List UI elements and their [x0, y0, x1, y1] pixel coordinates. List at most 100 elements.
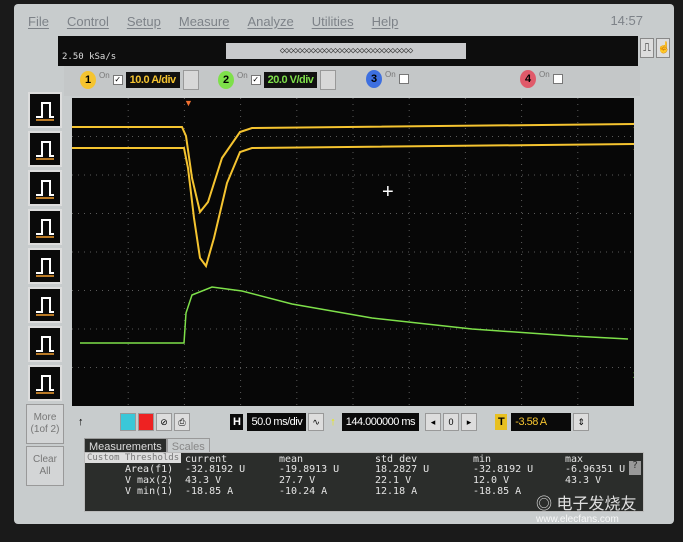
trigger-level[interactable]: -3.58 A	[511, 413, 572, 431]
horizontal-label: H	[230, 414, 244, 430]
channel-3: 3 On	[366, 70, 409, 88]
channel-1-scale[interactable]: 10.0 A/div	[125, 72, 180, 88]
tab-bar: Measurements Scales	[84, 438, 210, 455]
measurement-value: -6.96351 U	[565, 464, 626, 475]
positive-width-icon[interactable]	[28, 170, 62, 206]
custom-thresholds-button[interactable]: Custom Thresholds	[85, 453, 182, 463]
graticule	[72, 98, 634, 406]
negative-width-icon[interactable]	[28, 209, 62, 245]
column-header: std dev	[375, 454, 418, 465]
period-icon[interactable]	[28, 248, 62, 284]
menu-setup[interactable]: Setup	[126, 13, 161, 29]
on-label: On	[99, 70, 110, 80]
measurement-value: -18.85 A	[473, 486, 522, 497]
vmax-icon[interactable]	[28, 365, 62, 401]
trigger-marker[interactable]: ▼	[184, 98, 193, 108]
run-button[interactable]	[120, 413, 136, 431]
measurement-value: -32.8192 U	[473, 464, 534, 475]
vpp-icon[interactable]	[28, 326, 62, 362]
channel-1-marker: 1	[633, 142, 634, 152]
memory-bar[interactable]: ◇◇◇◇◇◇◇◇◇◇◇◇◇◇◇◇◇◇◇◇◇◇◇◇◇◇◇◇◇◇	[226, 43, 466, 59]
waveform-display[interactable]: ▼ + 1 1 2	[72, 98, 638, 406]
column-header: min	[473, 454, 492, 465]
run-mode-icon[interactable]: ⎍	[640, 38, 654, 58]
column-header: max	[565, 454, 584, 465]
measurement-name: V min(1)	[125, 486, 174, 497]
help-button[interactable]: ?	[629, 461, 641, 475]
channel-4-button[interactable]: 4	[520, 70, 536, 88]
trigger-label: T	[495, 414, 508, 430]
measurement-value: 22.1 V	[375, 475, 412, 486]
channel-2-checkbox[interactable]: ✓	[250, 75, 261, 85]
measurement-value: 43.3 V	[565, 475, 602, 486]
frequency-icon[interactable]	[28, 287, 62, 323]
position-right-button[interactable]: ▸	[461, 413, 478, 431]
channel-1-checkbox[interactable]: ✓	[112, 75, 123, 85]
autoscale-icon[interactable]: ⊘	[156, 413, 172, 431]
watermark-logo: ◎ 电子发烧友 www.elecfans.com	[536, 496, 637, 525]
channel-1: 1 On ✓ 10.0 A/div	[80, 70, 199, 90]
position-reference[interactable]: 0	[443, 413, 460, 431]
measurement-toolbar: More (1of 2) Clear All	[24, 92, 64, 492]
menu-control[interactable]: Control	[66, 13, 109, 29]
measurement-value: -18.85 A	[185, 486, 234, 497]
measurement-value: -32.8192 U	[185, 464, 246, 475]
channel-2-scale[interactable]: 20.0 V/div	[263, 72, 318, 88]
on-label: On	[237, 70, 248, 80]
horizontal-spinner[interactable]: ∿	[308, 413, 325, 431]
column-header: mean	[279, 454, 304, 465]
rise-time-icon[interactable]	[28, 92, 62, 128]
tab-measurements[interactable]: Measurements	[84, 438, 167, 455]
measurement-value: 12.0 V	[473, 475, 510, 486]
crosshair-cursor: +	[382, 181, 394, 203]
measurement-value: 12.18 A	[375, 486, 418, 497]
control-bar: ↑ ⊘ ⎙ H 50.0 ms/div ∿ ↑ 144.000000 ms ◂ …	[78, 408, 638, 436]
channel-2-spinner[interactable]	[320, 70, 337, 90]
position-left-button[interactable]: ◂	[425, 413, 442, 431]
channel-1-spinner[interactable]	[182, 70, 199, 90]
channel-4: 4 On	[520, 70, 563, 88]
clear-all-button[interactable]: Clear All	[26, 446, 64, 486]
channel-3-checkbox[interactable]	[398, 74, 409, 84]
menu-analyze[interactable]: Analyze	[247, 13, 294, 29]
measurements-panel: Custom Thresholds ? current mean std dev mi…	[84, 452, 644, 512]
touch-icon[interactable]: ☝	[656, 38, 671, 58]
sample-rate: 2.50 kSa/s	[62, 52, 117, 62]
clock: 14:57	[610, 13, 643, 28]
stop-button[interactable]	[138, 413, 154, 431]
column-header: current	[185, 454, 228, 465]
channel-2-button[interactable]: 2	[218, 71, 234, 89]
print-icon[interactable]: ⎙	[174, 413, 190, 431]
measurement-value: 18.2827 U	[375, 464, 430, 475]
measurement-value: -10.24 A	[279, 486, 328, 497]
channel-1-button[interactable]: 1	[80, 71, 96, 89]
channel-4-checkbox[interactable]	[552, 74, 563, 84]
horizontal-scale[interactable]: 50.0 ms/div	[247, 413, 307, 431]
on-label: On	[539, 69, 550, 79]
measurement-value: -19.8913 U	[279, 464, 340, 475]
waveform-svg: ▼ + 1 1 2	[72, 98, 638, 406]
fall-time-icon[interactable]	[28, 131, 62, 167]
menu-bar: File Control Setup Measure Analyze Utili…	[20, 8, 665, 34]
measurement-name: Area(f1)	[125, 464, 174, 475]
channel-2: 2 On ✓ 20.0 V/div	[218, 70, 337, 90]
menu-help[interactable]: Help	[371, 13, 399, 29]
tab-scales[interactable]: Scales	[166, 438, 210, 455]
menu-measure[interactable]: Measure	[178, 13, 230, 29]
scroll-arrow-icon[interactable]: ↑	[78, 416, 84, 428]
channel-2-marker: 2	[633, 370, 634, 380]
channel-2-trace	[80, 286, 629, 344]
trigger-spinner[interactable]: ⇕	[573, 413, 590, 431]
channel-1-trace-b	[72, 143, 635, 269]
measurement-value: 27.7 V	[279, 475, 316, 486]
on-label: On	[385, 69, 396, 79]
measurement-name: V max(2)	[125, 475, 174, 486]
more-button[interactable]: More (1of 2)	[26, 404, 64, 444]
channel-bar: 1 On ✓ 10.0 A/div 2 On ✓ 20.0 V/div 3 On…	[64, 66, 640, 96]
menu-utilities[interactable]: Utilities	[311, 13, 354, 29]
position-marker-icon: ↑	[330, 416, 336, 428]
menu-file[interactable]: File	[28, 13, 49, 29]
channel-1-marker: 1	[633, 120, 634, 130]
horizontal-position[interactable]: 144.000000 ms	[341, 413, 420, 431]
channel-3-button[interactable]: 3	[366, 70, 382, 88]
